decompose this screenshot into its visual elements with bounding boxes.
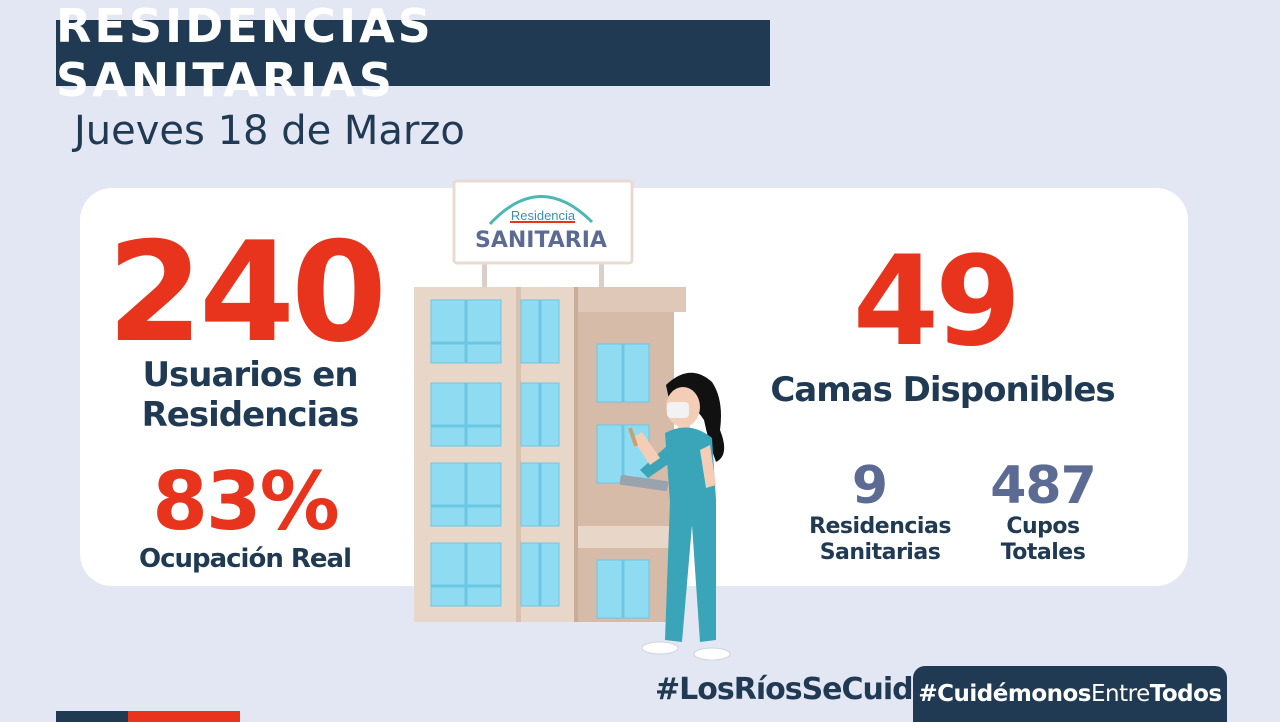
nurse-figure [619, 372, 731, 661]
residencia-sign: Residencia SANITARIA [452, 179, 634, 265]
cupos-label-line1: Cupos [1006, 514, 1080, 539]
hashtag-part-todos: Todos [1149, 681, 1222, 707]
residencias-value: 9 [851, 456, 889, 516]
title-banner: RESIDENCIAS SANITARIAS [56, 0, 770, 107]
ocupacion-value: 83% [152, 455, 339, 548]
cupos-label-line2: Totales [1000, 540, 1086, 565]
hashtag-part-entre: Entre [1090, 681, 1150, 707]
flag-stripe-blue [56, 711, 128, 722]
cupos-value: 487 [990, 456, 1097, 516]
sign-large-text: SANITARIA [475, 228, 607, 253]
camas-value: 49 [852, 230, 1022, 374]
usuarios-label-line1: Usuarios en [142, 355, 358, 395]
hashtag-cuidemonos-badge: #Cuidémonos Entre Todos [913, 666, 1227, 722]
camas-label: Camas Disponibles [770, 370, 1115, 410]
usuarios-label-line2: Residencias [141, 395, 360, 435]
hashtag-losriosecuida: #LosRíosSeCuida [655, 672, 933, 707]
residencias-label-line2: Sanitarias [819, 540, 941, 565]
residencias-label-line1: Residencias [809, 514, 951, 539]
flag-stripe-red [128, 711, 240, 722]
date-label: Jueves 18 de Marzo [74, 108, 465, 154]
ocupacion-label: Ocupación Real [138, 544, 352, 574]
hashtag-part-cuidemonos: #Cuidémonos [918, 681, 1091, 707]
building-nurse-illustration: Residencia SANITARIA [414, 179, 731, 661]
sign-small-text: Residencia [511, 208, 576, 223]
usuarios-value: 240 [106, 212, 387, 373]
page-title: RESIDENCIAS SANITARIAS [56, 0, 434, 107]
